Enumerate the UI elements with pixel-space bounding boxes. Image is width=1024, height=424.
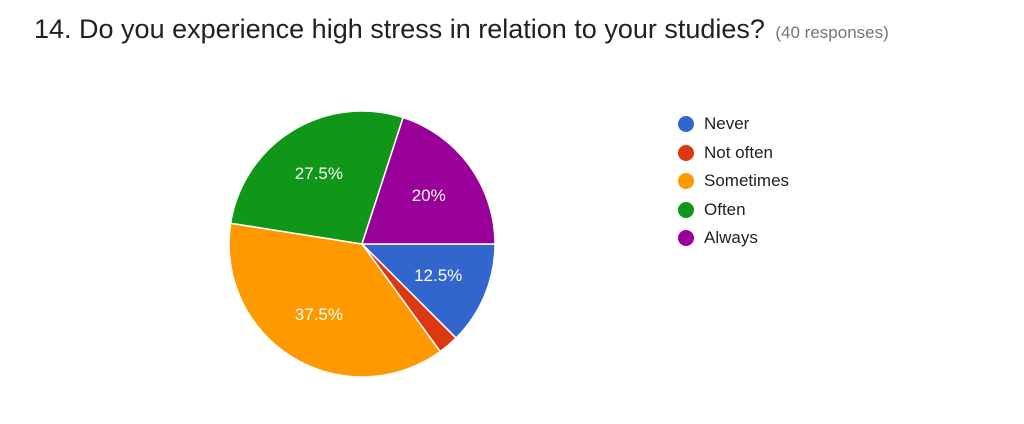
slice-label-always: 20% <box>412 186 446 205</box>
slice-label-often: 27.5% <box>295 164 343 183</box>
legend-label-not-often: Not often <box>704 142 773 162</box>
legend-item-often: Often <box>678 196 789 225</box>
chart-legend: Never Not often Sometimes Often Always <box>678 110 789 253</box>
legend-item-always: Always <box>678 224 789 253</box>
pie-slice-sometimes <box>228 222 442 378</box>
legend-swatch-never <box>678 116 694 133</box>
question-header: 14. Do you experience high stress in rel… <box>34 14 889 45</box>
legend-label-never: Never <box>704 114 750 134</box>
legend-item-never: Never <box>678 110 789 139</box>
legend-label-always: Always <box>704 228 758 248</box>
legend-swatch-sometimes <box>678 173 694 190</box>
pie-slice-never <box>360 243 496 340</box>
legend-swatch-not-often <box>678 144 694 161</box>
legend-label-sometimes: Sometimes <box>704 171 790 191</box>
pie-slice-often <box>229 110 405 245</box>
legend-item-sometimes: Sometimes <box>678 167 789 196</box>
question-title: 14. Do you experience high stress in rel… <box>34 14 765 44</box>
legend-swatch-often <box>678 201 694 218</box>
pie-slice-always <box>360 116 496 245</box>
slice-label-never: 12.5% <box>414 266 462 285</box>
response-count: (40 responses) <box>775 23 889 42</box>
slice-label-sometimes: 37.5% <box>295 305 343 324</box>
legend-swatch-always <box>678 230 694 247</box>
legend-label-often: Often <box>704 199 746 219</box>
legend-item-not-often: Not often <box>678 139 789 168</box>
